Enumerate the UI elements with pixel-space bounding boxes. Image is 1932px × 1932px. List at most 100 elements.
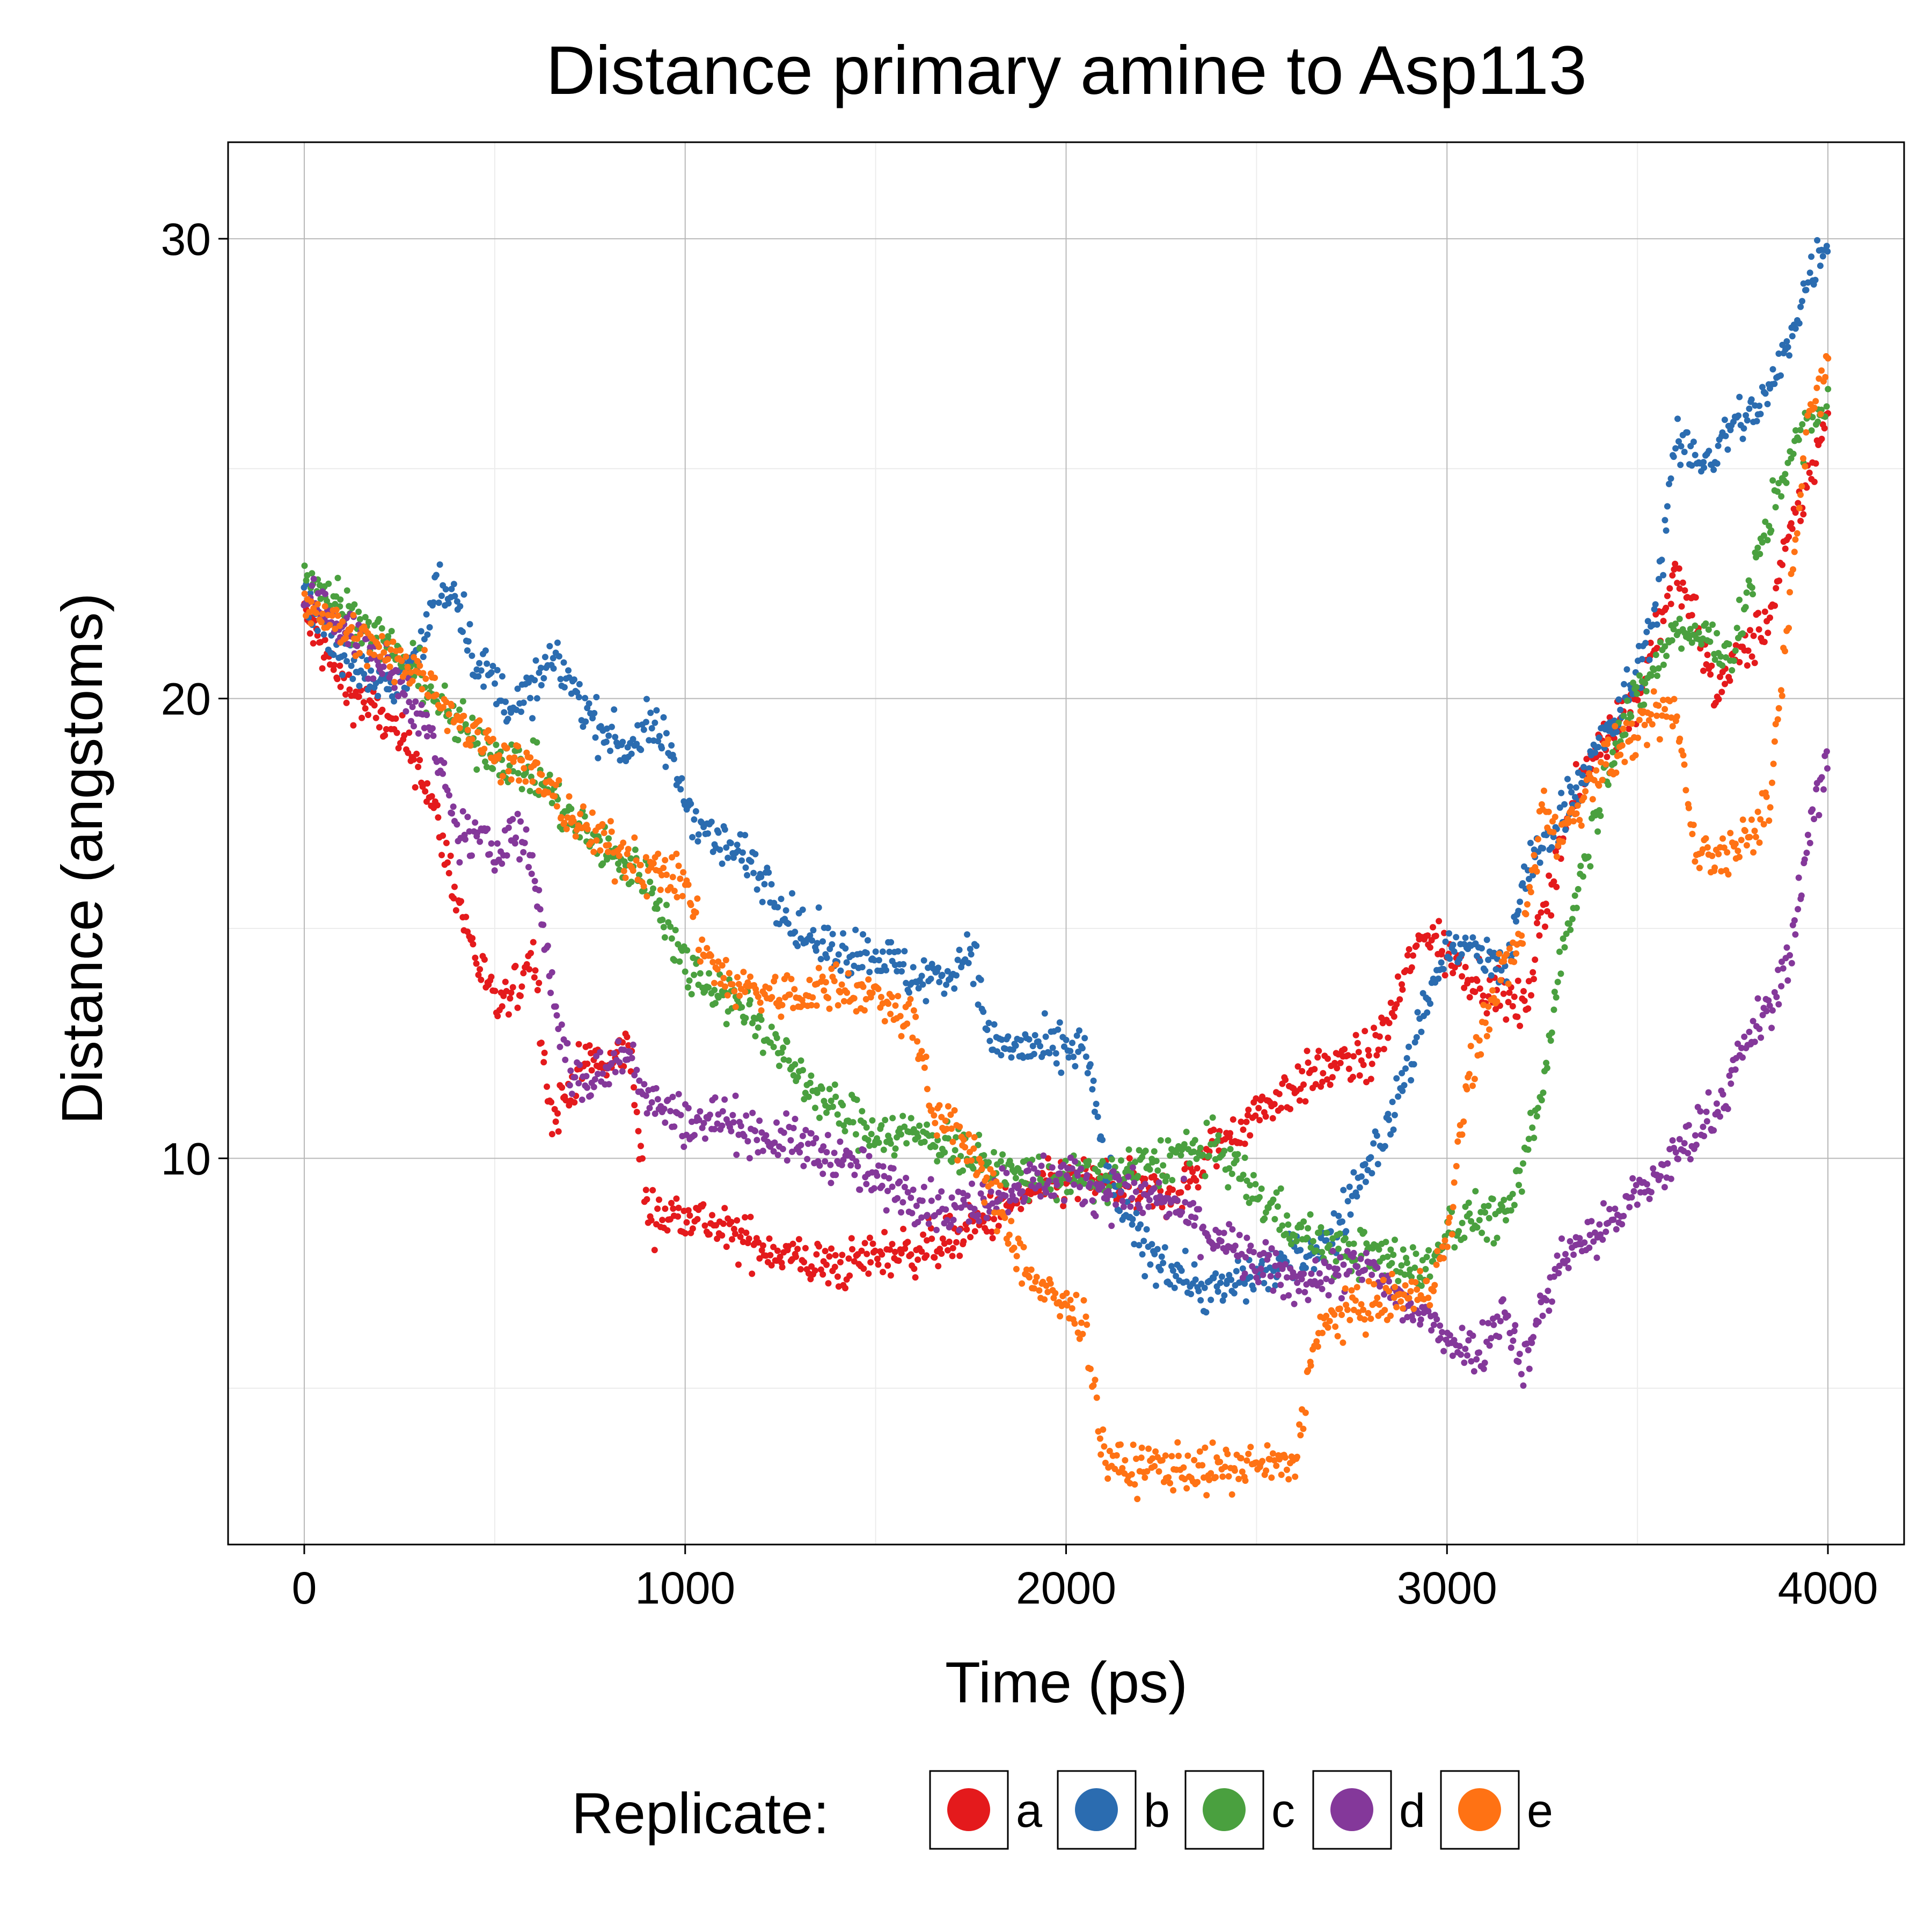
point-c (1714, 630, 1721, 636)
point-e (1732, 840, 1739, 847)
point-e (1669, 723, 1676, 730)
point-d (1449, 1352, 1456, 1359)
point-d (1129, 1195, 1136, 1202)
point-d (517, 818, 524, 825)
point-d (631, 1072, 638, 1079)
point-e (1582, 788, 1589, 795)
point-b (314, 627, 321, 634)
point-d (1451, 1337, 1458, 1344)
point-c (506, 762, 513, 769)
point-e (1690, 822, 1697, 829)
point-c (1186, 1160, 1193, 1167)
point-e (860, 983, 867, 990)
point-e (1294, 1453, 1300, 1460)
point-b (1157, 1267, 1164, 1274)
point-b (1242, 1298, 1249, 1305)
point-d (552, 1003, 559, 1010)
point-d (1648, 1189, 1655, 1196)
point-c (1719, 662, 1726, 669)
point-d (628, 1055, 635, 1062)
point-e (720, 975, 727, 982)
scatter-points (301, 237, 1832, 1503)
point-d (1196, 1206, 1202, 1213)
point-d (950, 1217, 957, 1224)
point-a (1542, 901, 1549, 908)
point-e (1100, 1426, 1107, 1433)
point-b (1621, 680, 1628, 687)
point-d (367, 644, 374, 651)
point-b (752, 851, 759, 858)
point-b (1595, 744, 1602, 751)
point-e (1296, 1421, 1303, 1428)
point-e (912, 1013, 919, 1020)
point-b (494, 667, 501, 674)
point-b (866, 969, 873, 976)
point-d (787, 1137, 794, 1144)
point-d (486, 851, 493, 858)
point-e (570, 817, 577, 824)
point-e (1715, 851, 1722, 858)
point-d (1626, 1204, 1633, 1211)
point-d (513, 834, 519, 841)
point-a (548, 1099, 554, 1106)
point-a (1252, 1112, 1259, 1119)
point-b (705, 830, 711, 837)
point-b (1212, 1270, 1219, 1277)
point-e (1777, 687, 1784, 694)
point-c (489, 765, 496, 772)
point-e (990, 1170, 997, 1177)
point-e (673, 851, 680, 857)
point-b (1093, 1101, 1100, 1107)
point-d (792, 1116, 799, 1122)
point-d (1555, 1270, 1562, 1277)
point-d (925, 1220, 932, 1227)
point-a (371, 702, 378, 709)
point-a (1747, 627, 1753, 634)
point-d (1700, 1123, 1707, 1130)
point-e (611, 878, 618, 885)
point-b (1721, 416, 1728, 423)
point-c (1655, 665, 1662, 672)
point-d (406, 699, 413, 706)
point-b (906, 989, 912, 996)
point-b (1653, 621, 1660, 628)
point-c (474, 740, 481, 747)
point-c (823, 1109, 830, 1116)
point-a (938, 1250, 945, 1257)
point-d (365, 675, 371, 682)
point-a (1404, 952, 1411, 958)
point-d (1590, 1238, 1597, 1245)
point-b (723, 844, 730, 851)
point-e (1711, 864, 1718, 871)
point-e (1459, 1131, 1466, 1138)
point-c (1795, 436, 1802, 443)
point-d (820, 1143, 827, 1150)
point-d (1602, 1228, 1609, 1235)
point-d (1328, 1278, 1335, 1285)
point-c (1692, 622, 1699, 629)
point-d (1087, 1180, 1094, 1187)
point-e (1752, 833, 1759, 840)
point-b (1381, 1143, 1388, 1150)
point-b (1814, 237, 1821, 244)
point-c (1736, 596, 1743, 603)
point-b (492, 680, 498, 687)
point-c (1560, 935, 1567, 942)
point-b (774, 904, 781, 911)
point-c (456, 706, 463, 713)
point-e (1656, 736, 1663, 743)
point-c (1409, 1244, 1416, 1251)
point-e (630, 867, 636, 874)
point-d (741, 1132, 748, 1139)
point-d (1687, 1156, 1694, 1162)
point-c (1529, 1124, 1536, 1131)
point-b (1389, 1099, 1396, 1106)
point-c (1597, 813, 1604, 819)
point-a (531, 974, 538, 981)
point-b (1756, 402, 1763, 409)
point-d (1437, 1335, 1444, 1342)
point-d (938, 1188, 945, 1195)
point-d (898, 1209, 904, 1216)
point-a (912, 1274, 919, 1281)
point-d (1754, 995, 1761, 1002)
